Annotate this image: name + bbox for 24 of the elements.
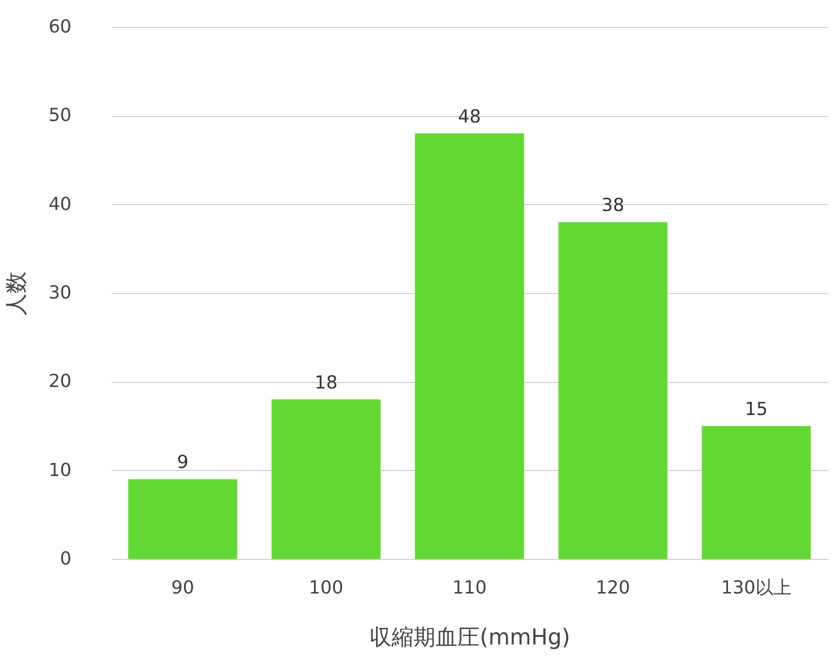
data-label: 38 [601, 195, 624, 216]
bar [415, 133, 524, 559]
bar [702, 426, 811, 559]
bar [558, 222, 668, 559]
x-tick-label: 110 [452, 578, 487, 598]
x-tick-label: 100 [308, 578, 344, 598]
data-label: 48 [458, 106, 481, 128]
x-tick-label: 130以上 [721, 578, 792, 598]
data-label: 9 [176, 452, 188, 474]
data-label: 18 [314, 372, 338, 394]
y-tick-label: 30 [48, 282, 72, 304]
data-label: 15 [744, 399, 768, 420]
y-tick-label: 40 [48, 194, 72, 215]
y-tick-label: 60 [48, 16, 72, 38]
y-tick-label: 0 [60, 548, 72, 570]
bar [272, 399, 381, 559]
x-axis-title: 収縮期血圧(mmHg) [370, 626, 570, 650]
bar [128, 479, 238, 559]
y-tick-label: 50 [48, 105, 72, 126]
x-tick-label: 90 [171, 578, 194, 598]
x-tick-label: 120 [596, 578, 630, 598]
y-tick-label: 20 [48, 371, 72, 392]
y-tick-label: 10 [48, 460, 72, 481]
y-axis-title: 人数 [4, 272, 30, 316]
